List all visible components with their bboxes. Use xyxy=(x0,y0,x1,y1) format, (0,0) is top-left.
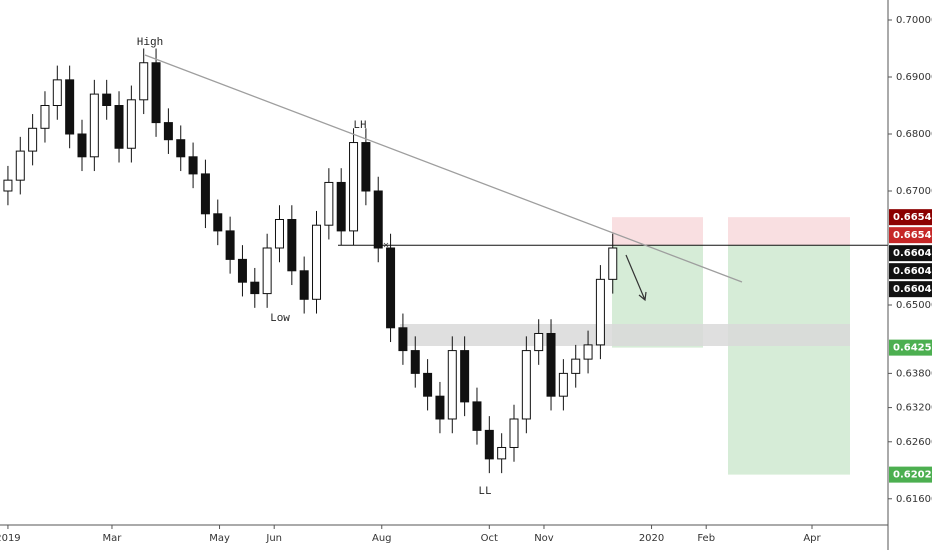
target-zone xyxy=(728,245,850,475)
candle-body xyxy=(139,62,149,101)
candle-body xyxy=(262,247,272,295)
candle-body xyxy=(299,270,309,300)
candle-body xyxy=(188,156,198,175)
candle-body xyxy=(176,139,186,158)
candle-body xyxy=(435,395,445,420)
candle-body xyxy=(213,213,223,232)
candle-body xyxy=(324,181,334,226)
candles xyxy=(3,48,618,474)
x-tick-label: Feb xyxy=(697,533,715,544)
price-label-bg xyxy=(889,281,932,298)
price-label: 0.66049 xyxy=(893,248,932,259)
candle-body xyxy=(225,230,235,260)
candle-body xyxy=(312,224,322,300)
candle-body xyxy=(52,79,62,107)
x-tick-label: Aug xyxy=(372,533,392,544)
price-label: 0.66543 xyxy=(893,230,932,241)
price-label: 0.66043 xyxy=(893,284,932,295)
candle-body xyxy=(410,350,420,374)
x-tick-label: Oct xyxy=(481,533,498,544)
x-tick-label: Apr xyxy=(803,533,821,544)
candle-body xyxy=(447,350,457,420)
annotation: High xyxy=(137,37,163,49)
annotation: LH xyxy=(353,120,366,132)
candle-body xyxy=(460,350,470,403)
x-tick-label: 2019 xyxy=(0,533,21,544)
candle-body xyxy=(534,332,544,352)
x-tick-label: Mar xyxy=(103,533,123,544)
candle-body xyxy=(583,344,593,360)
x-tick-label: 2020 xyxy=(639,533,664,544)
candle-body xyxy=(571,358,581,374)
price-label-bg xyxy=(889,227,932,244)
candle-body xyxy=(484,429,494,460)
zones xyxy=(338,217,888,475)
candle-body xyxy=(509,418,519,448)
candle-body xyxy=(274,218,284,249)
price-label-bg xyxy=(889,209,932,226)
candle-body xyxy=(608,247,618,280)
candle-body xyxy=(546,332,556,397)
price-label: 0.66541 xyxy=(893,212,932,223)
trend-line xyxy=(144,54,743,283)
candle-body xyxy=(15,150,25,181)
candle-body xyxy=(163,122,173,141)
price-label-bg xyxy=(889,245,932,262)
candle-body xyxy=(472,401,482,431)
candle-body xyxy=(28,127,38,152)
candle-body xyxy=(558,372,568,397)
price-label-bg xyxy=(889,263,932,280)
candle-body xyxy=(349,142,359,232)
x-tick-label: May xyxy=(209,533,230,544)
stop-zone xyxy=(612,217,703,246)
annotation: Low xyxy=(270,313,290,325)
candle-body xyxy=(497,446,507,460)
candle-body xyxy=(361,142,371,192)
candle-body xyxy=(65,79,75,135)
candle-body xyxy=(3,179,13,192)
candle-body xyxy=(151,62,161,124)
candle-body xyxy=(373,190,383,249)
support-zone xyxy=(400,324,850,346)
stop-zone xyxy=(728,217,850,246)
candle-body xyxy=(102,93,112,107)
candle-body xyxy=(398,327,408,352)
candle-body xyxy=(126,99,136,149)
candle-body xyxy=(595,278,605,346)
marker: × xyxy=(383,241,390,250)
candle-body xyxy=(40,105,50,129)
price-label-bg xyxy=(889,339,932,356)
price-label: 0.62024 xyxy=(893,470,932,481)
arrow xyxy=(625,254,647,302)
candle-body xyxy=(200,173,210,215)
candle-body xyxy=(423,372,433,397)
candle-body xyxy=(114,105,124,149)
candle-body xyxy=(237,258,247,283)
price-label: 0.66044 xyxy=(893,266,932,277)
candle-body xyxy=(386,247,396,329)
annotation: LL xyxy=(478,486,491,498)
x-tick-label: Nov xyxy=(534,533,554,544)
candle-body xyxy=(89,93,99,158)
x-tick-label: Jun xyxy=(265,533,282,544)
candle-body xyxy=(336,181,346,232)
candle-body xyxy=(521,350,531,420)
price-label: 0.64252 xyxy=(893,343,932,354)
candle-body xyxy=(287,218,297,272)
price-label-bg xyxy=(889,466,932,483)
candle-body xyxy=(77,133,87,158)
candle-body xyxy=(250,281,260,295)
